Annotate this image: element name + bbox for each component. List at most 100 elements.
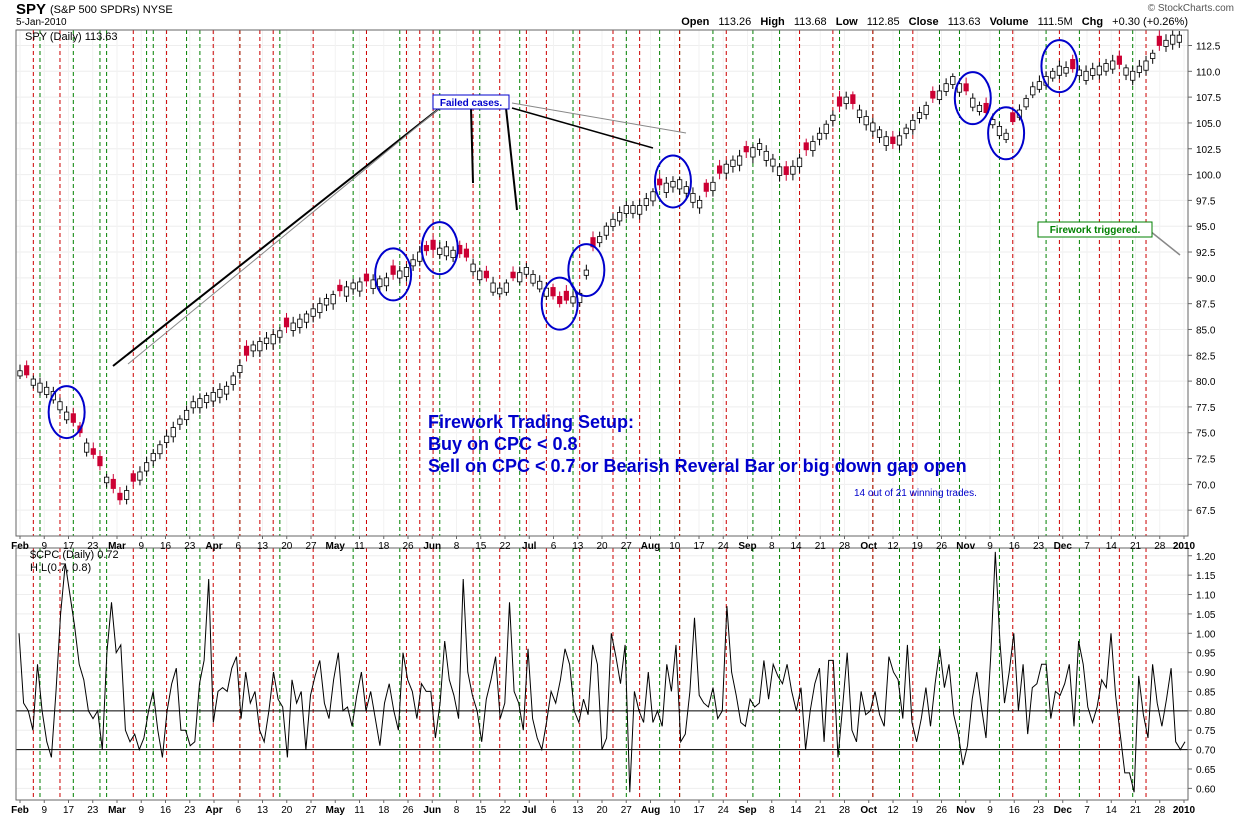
price-x-tick-label: 16 [160,541,172,552]
price-candle [670,181,676,188]
callout-pointer [470,107,474,184]
price-candle [57,401,63,411]
price-candle [1156,35,1162,46]
callout-pointer [505,107,518,211]
cpc-x-tick-label: 10 [669,805,681,816]
price-candle [283,317,290,328]
chart-date: 5-Jan-2010 [16,17,67,28]
cpc-x-tick-label: 17 [693,805,705,816]
setup-buy-rule: Buy on CPC < 0.8 [428,434,578,454]
price-x-tick-label: 2010 [1173,541,1196,552]
cpc-x-tick-label: 27 [305,805,317,816]
cpc-x-tick-label: Jul [522,805,537,816]
price-candle [64,411,70,421]
price-candle [237,365,243,373]
price-candle [1036,81,1043,90]
price-candle [657,178,663,186]
cpc-legend-label: $CPC (Daily) 0.72 [30,549,119,561]
cpc-y-tick-label: 1.05 [1196,610,1216,621]
change-value: +0.30 (+0.26%) [1112,16,1188,28]
cpc-y-tick-label: 1.10 [1196,591,1216,602]
price-candle [97,456,103,467]
cpc-y-tick-label: 0.80 [1196,707,1216,718]
signal-highlight-circle [540,276,579,331]
cpc-x-tick-label: 11 [354,805,365,816]
failed-cases-callout: Failed cases. [112,94,687,367]
price-candle [836,96,843,107]
price-candle [330,294,336,305]
price-candle [956,83,963,93]
close-label: Close [908,16,939,28]
cpc-x-tick-label: 22 [499,805,511,816]
price-y-tick-label: 105.0 [1196,119,1221,130]
price-candle [703,182,709,192]
price-candle [763,150,769,161]
price-x-tick-label: Dec [1054,541,1073,552]
price-candle [463,248,470,258]
price-y-tick-label: 95.0 [1196,222,1216,233]
price-candle [370,279,376,289]
price-x-tick-label: Oct [860,541,877,552]
price-candle [263,337,270,344]
price-candle [223,385,230,395]
price-candle [903,127,909,135]
cpc-x-tick-label: 19 [912,805,924,816]
price-x-tick-label: 27 [621,541,633,552]
low-value: 112.85 [866,16,900,28]
price-candle [710,181,716,192]
price-candle [583,269,589,276]
cpc-y-tick-label: 0.70 [1196,746,1216,757]
price-y-tick-label: 85.0 [1196,325,1216,336]
price-candle [357,281,363,292]
price-candle [490,282,496,293]
cpc-x-tick-label: 9 [987,805,993,816]
price-candle [1110,60,1116,70]
price-candle [863,116,869,126]
price-x-tick-label: 26 [936,541,948,552]
price-candle [796,157,803,168]
cpc-x-tick-label: Aug [641,805,660,816]
cpc-y-tick-label: 1.15 [1196,571,1216,582]
price-candle [776,166,783,176]
price-candle [363,273,370,282]
price-candle [17,370,23,377]
high-label: High [760,16,785,28]
setup-sell-rule: Sell on CPC < 0.7 or Bearish Reveral Bar… [428,456,967,476]
price-x-tick-label: Feb [11,541,29,552]
price-candle [537,280,543,290]
cpc-x-tick-label: 15 [475,805,487,816]
price-candle [870,122,876,132]
cpc-y-tick-label: 0.60 [1196,784,1216,795]
price-candle [297,318,303,328]
price-candle [1010,112,1016,123]
price-x-tick-label: 17 [63,541,75,552]
price-x-tick-label: 9 [138,541,144,552]
price-candle [443,246,450,257]
price-candle [1070,59,1076,70]
price-candle [783,166,789,175]
price-x-tick-label: 12 [887,541,899,552]
price-candle [117,492,123,501]
price-candle [856,109,863,118]
price-candle [1050,70,1056,79]
price-candle [750,147,756,158]
price-candle [157,444,163,455]
cpc-x-tick-label: 21 [1130,805,1142,816]
change-label: Chg [1081,16,1104,28]
price-candle [1003,132,1009,140]
cpc-x-tick-label: 20 [596,805,608,816]
price-candle [1083,70,1089,81]
callout-box [1037,221,1153,238]
price-candle [1063,67,1069,74]
price-y-tick-label: 75.0 [1196,429,1216,440]
price-candle [110,478,116,489]
price-candle [610,218,616,227]
copyright-label: © StockCharts.com [1147,3,1234,14]
price-candle [37,382,43,393]
price-candle [403,267,410,277]
open-label: Open [681,16,710,28]
cpc-y-tick-label: 0.85 [1196,687,1216,698]
price-candle [197,398,203,409]
price-x-tick-label: 7 [1084,541,1090,552]
price-candle [337,284,343,292]
